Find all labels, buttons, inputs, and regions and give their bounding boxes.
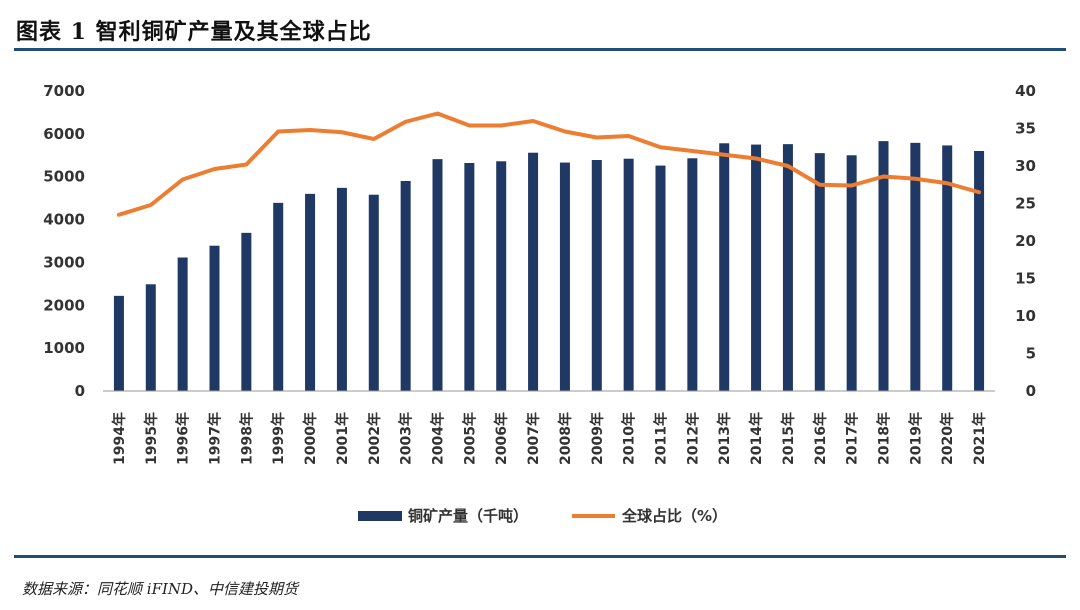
line-series <box>116 111 982 217</box>
x-tick-label: 1999年 <box>270 412 287 465</box>
x-tick-label: 2010年 <box>621 412 638 465</box>
title-divider <box>14 48 1066 51</box>
legend: 铜矿产量（千吨） 全球占比（%） <box>358 507 727 525</box>
x-tick-label: 2006年 <box>493 412 510 465</box>
x-tick-label: 1995年 <box>143 412 160 465</box>
y-left-tick-label: 4000 <box>43 211 85 229</box>
bar <box>878 141 889 391</box>
x-tick-label: 2014年 <box>748 412 765 465</box>
y-right-tick-label: 5 <box>1026 345 1036 363</box>
y-right-tick-label: 10 <box>1015 307 1036 325</box>
bar <box>496 161 507 391</box>
x-tick-label: 2011年 <box>653 412 670 465</box>
legend-line-label: 全球占比（%） <box>621 507 727 525</box>
bar <box>464 163 475 391</box>
bar <box>368 194 379 391</box>
bar <box>782 144 793 391</box>
legend-bar-label: 铜矿产量（千吨） <box>408 507 528 525</box>
legend-bar-swatch <box>358 511 402 521</box>
y-left-tick-label: 7000 <box>43 82 85 100</box>
x-tick-label: 1998年 <box>238 412 255 465</box>
x-tick-label: 2016年 <box>812 412 829 465</box>
y-right-tick-label: 0 <box>1026 382 1036 400</box>
chart-title: 图表 1 智利铜矿产量及其全球占比 <box>16 19 372 45</box>
y-right-tick-label: 25 <box>1015 195 1036 213</box>
y-right-tick-label: 40 <box>1015 82 1036 100</box>
x-tick-label: 2008年 <box>557 412 574 465</box>
y-right-tick-label: 20 <box>1015 232 1036 250</box>
bar <box>687 158 698 391</box>
x-tick-label: 2009年 <box>589 412 606 465</box>
bar <box>591 160 602 391</box>
bar <box>336 187 347 391</box>
bar <box>145 284 156 391</box>
bottom-divider <box>14 555 1066 558</box>
bar <box>655 165 666 391</box>
y-right-tick-label: 15 <box>1015 270 1036 288</box>
x-tick-label: 2005年 <box>461 412 478 465</box>
bar <box>846 155 857 391</box>
x-tick-label: 2020年 <box>939 412 956 465</box>
x-tick-label: 1994年 <box>111 412 128 465</box>
bar <box>559 162 570 391</box>
y-left-tick-label: 2000 <box>43 296 85 314</box>
x-tick-label: 2015年 <box>780 412 797 465</box>
x-tick-label: 2000年 <box>302 412 319 465</box>
y-left-tick-label: 0 <box>75 382 85 400</box>
bar <box>814 153 825 391</box>
chart: 0 1000 2000 3000 4000 5000 6000 7000 0 5 10 15 20 25 3… <box>43 82 1036 525</box>
x-tick-label: 2004年 <box>430 412 447 465</box>
bar-series <box>113 141 985 391</box>
axes: 0 1000 2000 3000 4000 5000 6000 7000 0 5 10 15 20 25 3… <box>43 82 1036 465</box>
x-tick-label: 1997年 <box>207 412 224 465</box>
bar <box>974 151 985 391</box>
x-tick-label: 2012年 <box>684 412 701 465</box>
y-right-tick-label: 30 <box>1015 157 1036 175</box>
bar <box>305 193 316 391</box>
x-tick-label: 2007年 <box>525 412 542 465</box>
bar <box>910 142 921 391</box>
bar <box>528 152 539 391</box>
bar <box>113 295 124 391</box>
x-tick-label: 2001年 <box>334 412 351 465</box>
y-left-tick-label: 3000 <box>43 253 85 271</box>
x-tick-label: 2017年 <box>844 412 861 465</box>
y-left-tick-label: 5000 <box>43 168 85 186</box>
y-right-tick-label: 35 <box>1015 120 1036 138</box>
x-tick-label: 2019年 <box>907 412 924 465</box>
bar <box>623 158 634 391</box>
x-tick-label: 2003年 <box>398 412 415 465</box>
source-note: 数据来源：同花顺 iFIND、中信建投期货 <box>22 580 299 598</box>
bar <box>273 202 284 391</box>
y-left-tick-label: 6000 <box>43 125 85 143</box>
bar <box>241 232 252 391</box>
bar <box>400 181 411 391</box>
x-tick-label: 2021年 <box>971 412 988 465</box>
bar <box>751 144 762 391</box>
x-tick-label: 1996年 <box>175 412 192 465</box>
y-left-tick-label: 1000 <box>43 339 85 357</box>
bar <box>719 143 730 391</box>
bar <box>432 159 443 391</box>
bar <box>942 145 953 391</box>
x-tick-label: 2002年 <box>366 412 383 465</box>
bar <box>177 257 188 391</box>
bar <box>209 245 220 391</box>
x-tick-label: 2013年 <box>716 412 733 465</box>
share-line <box>116 111 982 217</box>
x-tick-label: 2018年 <box>876 412 893 465</box>
